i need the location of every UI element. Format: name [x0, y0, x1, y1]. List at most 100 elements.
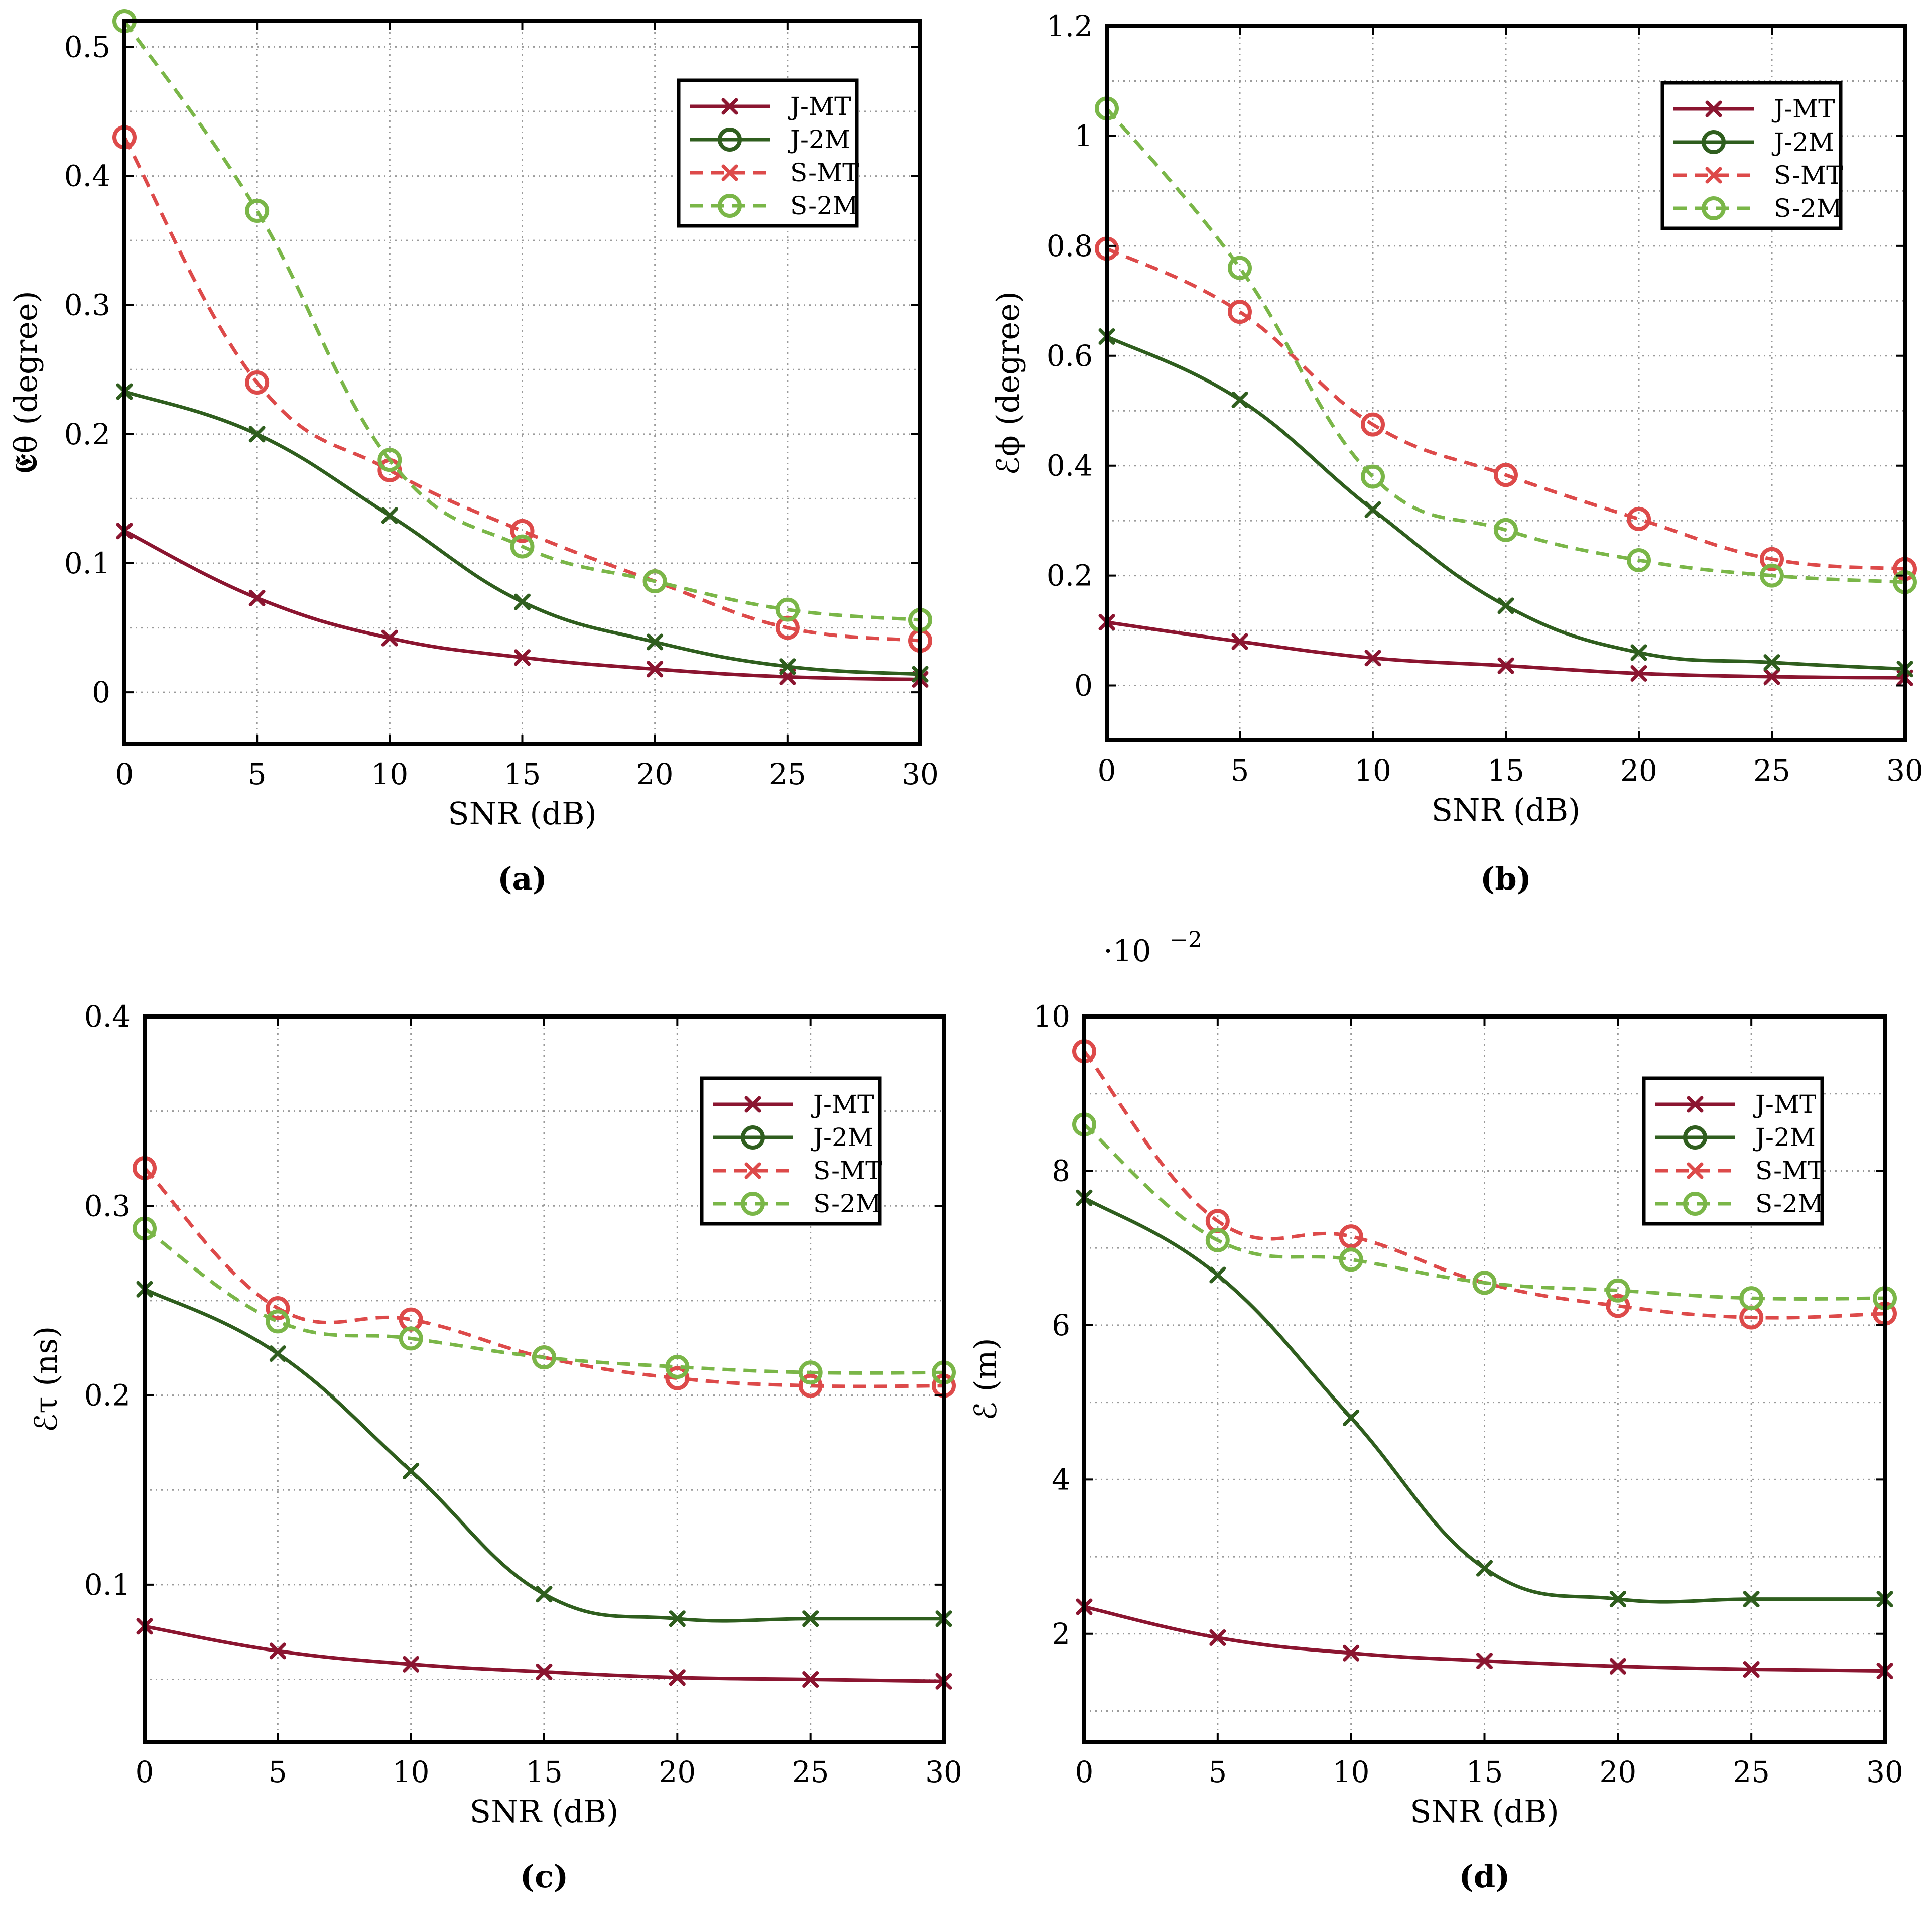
x-tick-label: 10	[1333, 1755, 1370, 1789]
data-point	[1763, 654, 1780, 671]
data-point	[1743, 1591, 1760, 1608]
legend-label: J-2M	[788, 125, 850, 154]
legend-box	[700, 1076, 882, 1226]
legend-marker	[1683, 1192, 1707, 1216]
x-tick-label: 30	[1866, 1755, 1903, 1789]
data-point	[1760, 547, 1784, 571]
data-point	[1339, 1247, 1363, 1272]
x-tick-label: 0	[1098, 753, 1116, 788]
data-point	[403, 1656, 420, 1673]
y-tick-label: 0.5	[64, 30, 110, 64]
y-tick-label: 10	[1033, 999, 1070, 1034]
legend-label: J-MT	[811, 1090, 874, 1119]
legend-marker	[1683, 1125, 1707, 1150]
series-line	[144, 1288, 944, 1623]
legend-label: S-MT	[1774, 161, 1843, 190]
data-point	[1606, 1278, 1630, 1303]
grid	[145, 1017, 944, 1742]
data-point	[1760, 563, 1784, 588]
x-tick-label: 15	[1466, 1755, 1503, 1789]
x-tick-label: 5	[248, 757, 267, 791]
x-tick-label: 25	[1733, 1755, 1770, 1789]
grid	[124, 21, 920, 744]
series-J-2M	[116, 383, 929, 683]
data-point	[798, 1373, 823, 1398]
x-axis-label: SNR (dB)	[1410, 1793, 1559, 1830]
data-point	[1228, 256, 1252, 280]
legend-label: J-MT	[1753, 1090, 1816, 1119]
data-point	[399, 1326, 423, 1351]
data-point	[269, 1642, 286, 1660]
panel-caption: (b)	[1480, 860, 1531, 897]
y-tick-label: 0.6	[1047, 339, 1093, 373]
x-tick-label: 25	[792, 1755, 829, 1789]
y-tick-label: 0.4	[64, 159, 110, 193]
data-point	[1630, 644, 1647, 661]
x-tick-label: 0	[136, 1755, 154, 1789]
chart-panel-b: 0 5 10 15 20 25 30 0 0.2 0.4 0.6 0.8 1 1.2 SNR (dB) ℰϕ …	[990, 9, 1923, 897]
series-line	[1083, 1050, 1885, 1320]
data-point	[1476, 1653, 1493, 1670]
data-point	[802, 1671, 819, 1688]
series-J-MT	[136, 1618, 952, 1690]
data-point	[1627, 506, 1651, 531]
series-line	[1083, 1123, 1885, 1301]
series-line	[1105, 107, 1905, 584]
y-tick-label: 0.4	[1047, 449, 1093, 483]
legend: J-MT J-2M S-MT S-2M	[1642, 1076, 1825, 1226]
y-tick-label: 0.2	[64, 417, 110, 451]
legend: J-MT J-2M S-MT S-2M	[700, 1076, 882, 1226]
data-point	[248, 426, 266, 443]
data-point	[1497, 657, 1514, 674]
x-tick-label: 30	[1886, 753, 1923, 788]
x-tick-label: 20	[636, 757, 674, 791]
x-tick-label: 5	[1208, 1755, 1227, 1789]
data-point	[1609, 1591, 1626, 1608]
data-point	[514, 649, 531, 666]
y-tick-label: 0	[1074, 669, 1093, 703]
data-point	[248, 589, 266, 606]
data-point	[647, 633, 664, 651]
x-tick-label: 15	[504, 757, 541, 791]
data-point	[1763, 668, 1780, 685]
x-tick-label: 5	[269, 1755, 287, 1789]
x-tick-label: 10	[371, 757, 408, 791]
x-tick-label: 20	[659, 1755, 696, 1789]
data-point	[1472, 1271, 1497, 1295]
y-axis-label: ℰϕ (degree)	[990, 291, 1026, 475]
x-tick-label: 10	[393, 1755, 430, 1789]
x-tick-label: 25	[769, 757, 806, 791]
data-point	[381, 507, 398, 524]
y-axis-label: 𝕰θ (degree)	[8, 291, 44, 474]
data-point	[403, 1462, 420, 1479]
y-tick-label: 4	[1052, 1462, 1070, 1496]
legend-box	[1642, 1076, 1824, 1226]
x-axis-label: SNR (dB)	[1432, 792, 1581, 828]
legend-marker	[1687, 1096, 1704, 1113]
data-point	[1228, 300, 1252, 324]
panel-caption: (a)	[497, 860, 547, 897]
data-point	[1361, 412, 1385, 437]
x-tick-label: 25	[1753, 753, 1790, 788]
data-point	[266, 1309, 290, 1334]
y-tick-label: 0.3	[64, 288, 110, 322]
data-point	[669, 1669, 686, 1686]
legend-marker	[741, 1192, 765, 1216]
data-point	[1743, 1661, 1760, 1678]
y-tick-label: 0.8	[1047, 229, 1093, 263]
legend-marker	[1702, 130, 1726, 154]
y-tick-label: 0.1	[84, 1568, 131, 1602]
y-tick-label: 0.2	[1047, 559, 1093, 593]
data-point	[669, 1610, 686, 1627]
chart-panel-d: 0 5 10 15 20 25 30 2 4 6 8 10 SNR (dB) ℰ (m) ·10 −2 J-MT…	[967, 927, 1903, 1895]
legend-marker	[1687, 1162, 1704, 1179]
series-line	[1106, 247, 1905, 571]
data-point	[1343, 1409, 1360, 1426]
series-line	[143, 1167, 944, 1388]
data-point	[1630, 665, 1647, 682]
data-point	[1364, 650, 1381, 667]
data-point	[1606, 1294, 1630, 1318]
series-J-MT	[1076, 1598, 1893, 1680]
y-tick-label: 0.2	[84, 1378, 131, 1413]
